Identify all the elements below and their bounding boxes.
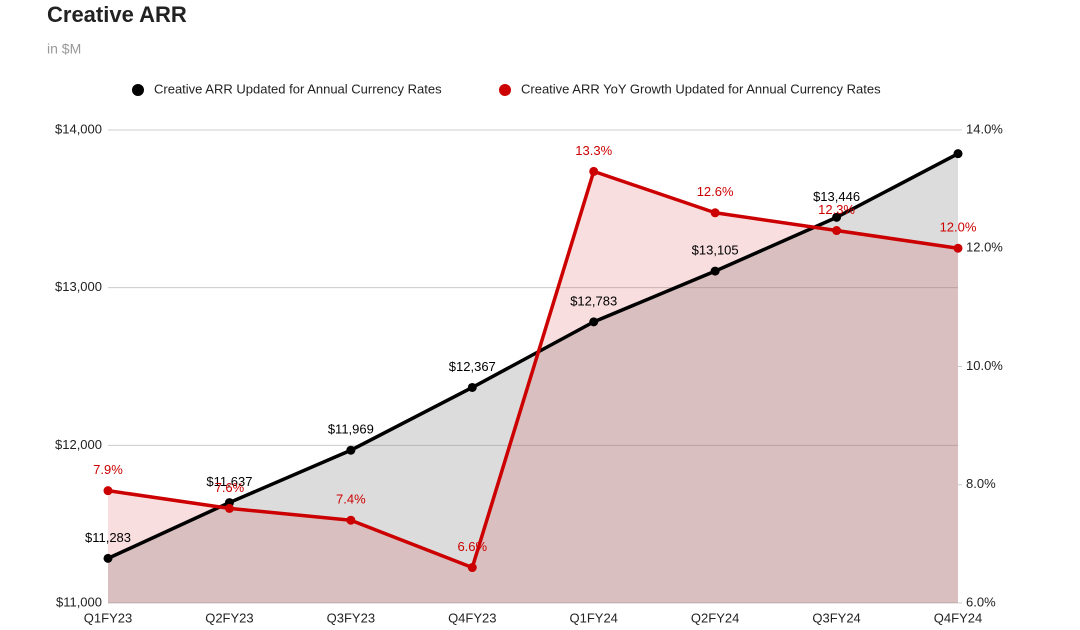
area bbox=[108, 153, 958, 603]
point bbox=[953, 149, 963, 159]
point bbox=[103, 486, 113, 496]
point bbox=[832, 226, 842, 236]
x-tick-label: Q3FY24 bbox=[812, 610, 860, 625]
y-tick-label: $11,000 bbox=[56, 594, 102, 609]
y2-tick-label: 6.0% bbox=[966, 594, 996, 609]
data-label: $12,367 bbox=[449, 359, 496, 374]
data-label: $11,283 bbox=[85, 530, 131, 545]
y2-tick-label: 8.0% bbox=[966, 476, 996, 491]
point bbox=[467, 382, 477, 392]
point bbox=[710, 208, 720, 218]
y2-tick-label: 10.0% bbox=[966, 358, 1003, 373]
x-tick-label: Q2FY24 bbox=[691, 610, 739, 625]
point bbox=[224, 503, 234, 513]
x-tick-label: Q3FY23 bbox=[327, 610, 375, 625]
point bbox=[346, 515, 356, 525]
data-label: 12.6% bbox=[697, 184, 734, 199]
data-label: $12,783 bbox=[570, 293, 617, 308]
data-label: $13,446 bbox=[813, 189, 860, 204]
point bbox=[589, 166, 599, 176]
x-tick-label: Q1FY24 bbox=[570, 610, 618, 625]
point bbox=[346, 445, 356, 455]
x-tick-label: Q1FY23 bbox=[84, 610, 132, 625]
point bbox=[467, 563, 477, 573]
legend-label: Creative ARR Updated for Annual Currency… bbox=[154, 81, 442, 96]
chart-title: Creative ARR bbox=[47, 2, 187, 27]
data-label: $11,969 bbox=[328, 422, 374, 437]
x-tick-label: Q2FY23 bbox=[205, 610, 253, 625]
legend-label: Creative ARR YoY Growth Updated for Annu… bbox=[521, 81, 881, 96]
line bbox=[107, 169, 959, 570]
data-label: 6.6% bbox=[457, 539, 487, 554]
y-tick-label: $12,000 bbox=[55, 437, 102, 452]
data-label: 7.4% bbox=[336, 492, 366, 507]
legend-marker bbox=[132, 84, 144, 96]
x-tick-label: Q4FY23 bbox=[448, 610, 496, 625]
data-label: $11,637 bbox=[206, 474, 252, 489]
chart-subtitle: in $M bbox=[47, 41, 81, 57]
data-label: 12.3% bbox=[818, 202, 855, 217]
y2-tick-label: 12.0% bbox=[966, 240, 1003, 255]
y2-tick-label: 14.0% bbox=[966, 121, 1003, 136]
point bbox=[953, 243, 963, 253]
data-label: 7.9% bbox=[93, 462, 123, 477]
point bbox=[103, 553, 113, 563]
data-label: 13.3% bbox=[575, 143, 612, 158]
x-tick-label: Q4FY24 bbox=[934, 610, 982, 625]
area bbox=[108, 171, 958, 603]
point bbox=[589, 317, 599, 327]
data-label: $13,105 bbox=[692, 243, 739, 258]
point bbox=[832, 212, 842, 222]
legend-marker bbox=[499, 84, 511, 96]
data-label: 7.6% bbox=[215, 480, 245, 495]
data-label: 12.0% bbox=[940, 220, 977, 235]
y-tick-label: $14,000 bbox=[55, 121, 102, 136]
point bbox=[710, 266, 720, 276]
y-tick-label: $13,000 bbox=[55, 279, 102, 294]
